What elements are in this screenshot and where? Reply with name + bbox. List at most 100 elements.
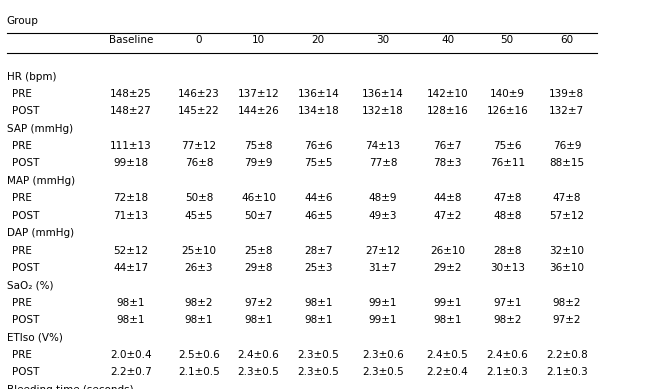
Text: 2.3±0.5: 2.3±0.5 [298,367,339,377]
Text: MAP (mmHg): MAP (mmHg) [7,176,75,186]
Text: 47±2: 47±2 [434,210,461,221]
Text: 76±6: 76±6 [304,141,332,151]
Text: 98±1: 98±1 [304,298,332,308]
Text: POST: POST [12,315,39,325]
Text: 71±13: 71±13 [113,210,149,221]
Text: 75±6: 75±6 [493,141,521,151]
Text: 20: 20 [312,35,325,45]
Text: 44±8: 44±8 [434,193,461,203]
Text: 142±10: 142±10 [427,89,468,99]
Text: 136±14: 136±14 [298,89,339,99]
Text: DAP (mmHg): DAP (mmHg) [7,228,74,238]
Text: 26±10: 26±10 [430,245,465,256]
Text: 50±7: 50±7 [245,210,272,221]
Text: 2.5±0.6: 2.5±0.6 [178,350,219,360]
Text: POST: POST [12,158,39,168]
Text: 99±1: 99±1 [369,298,397,308]
Text: 126±16: 126±16 [487,106,528,116]
Text: 30: 30 [377,35,389,45]
Text: 2.1±0.3: 2.1±0.3 [487,367,528,377]
Text: 25±8: 25±8 [245,245,272,256]
Text: 98±1: 98±1 [117,298,145,308]
Text: PRE: PRE [12,245,32,256]
Text: 30±13: 30±13 [490,263,524,273]
Text: PRE: PRE [12,193,32,203]
Text: 98±1: 98±1 [185,315,213,325]
Text: 75±5: 75±5 [304,158,332,168]
Text: SAP (mmHg): SAP (mmHg) [7,124,73,134]
Text: ETIso (V%): ETIso (V%) [7,333,62,343]
Text: 2.4±0.6: 2.4±0.6 [238,350,279,360]
Text: PRE: PRE [12,298,32,308]
Text: 2.2±0.7: 2.2±0.7 [110,367,152,377]
Text: 139±8: 139±8 [550,89,584,99]
Text: Baseline: Baseline [109,35,153,45]
Text: 77±12: 77±12 [182,141,216,151]
Text: 44±17: 44±17 [113,263,149,273]
Text: 32±10: 32±10 [550,245,584,256]
Text: 25±10: 25±10 [182,245,216,256]
Text: 88±15: 88±15 [550,158,584,168]
Text: 99±18: 99±18 [113,158,149,168]
Text: 98±2: 98±2 [553,298,581,308]
Text: 25±3: 25±3 [304,263,332,273]
Text: 48±8: 48±8 [493,210,521,221]
Text: 57±12: 57±12 [550,210,584,221]
Text: 2.1±0.5: 2.1±0.5 [178,367,219,377]
Text: POST: POST [12,367,39,377]
Text: 27±12: 27±12 [365,245,400,256]
Text: 2.3±0.5: 2.3±0.5 [238,367,279,377]
Text: 10: 10 [252,35,265,45]
Text: 2.3±0.5: 2.3±0.5 [298,350,339,360]
Text: 76±11: 76±11 [490,158,524,168]
Text: 28±7: 28±7 [304,245,332,256]
Text: 97±2: 97±2 [245,298,272,308]
Text: POST: POST [12,263,39,273]
Text: 99±1: 99±1 [434,298,461,308]
Text: 128±16: 128±16 [427,106,468,116]
Text: 144±26: 144±26 [238,106,279,116]
Text: 132±7: 132±7 [550,106,584,116]
Text: 48±9: 48±9 [369,193,397,203]
Text: Bleeding time (seconds): Bleeding time (seconds) [7,385,133,389]
Text: 2.4±0.6: 2.4±0.6 [487,350,528,360]
Text: 28±8: 28±8 [493,245,521,256]
Text: 2.2±0.4: 2.2±0.4 [427,367,468,377]
Text: 50±8: 50±8 [185,193,213,203]
Text: 132±18: 132±18 [362,106,404,116]
Text: 2.3±0.6: 2.3±0.6 [362,350,404,360]
Text: 29±2: 29±2 [434,263,461,273]
Text: 2.4±0.5: 2.4±0.5 [427,350,468,360]
Text: 26±3: 26±3 [185,263,213,273]
Text: 46±5: 46±5 [304,210,332,221]
Text: 79±9: 79±9 [245,158,272,168]
Text: 76±9: 76±9 [553,141,581,151]
Text: SaO₂ (%): SaO₂ (%) [7,280,53,291]
Text: 0: 0 [196,35,202,45]
Text: 52±12: 52±12 [113,245,149,256]
Text: 98±1: 98±1 [245,315,272,325]
Text: PRE: PRE [12,141,32,151]
Text: 2.1±0.3: 2.1±0.3 [546,367,587,377]
Text: 136±14: 136±14 [362,89,404,99]
Text: HR (bpm): HR (bpm) [7,72,56,82]
Text: 98±1: 98±1 [304,315,332,325]
Text: 137±12: 137±12 [238,89,279,99]
Text: 148±27: 148±27 [110,106,152,116]
Text: 146±23: 146±23 [178,89,219,99]
Text: 40: 40 [441,35,454,45]
Text: 148±25: 148±25 [110,89,152,99]
Text: 74±13: 74±13 [365,141,400,151]
Text: 78±3: 78±3 [434,158,461,168]
Text: PRE: PRE [12,350,32,360]
Text: 134±18: 134±18 [298,106,339,116]
Text: 47±8: 47±8 [493,193,521,203]
Text: 2.3±0.5: 2.3±0.5 [362,367,404,377]
Text: 76±8: 76±8 [185,158,213,168]
Text: 145±22: 145±22 [178,106,219,116]
Text: 75±8: 75±8 [245,141,272,151]
Text: 97±2: 97±2 [553,315,581,325]
Text: 60: 60 [560,35,573,45]
Text: 31±7: 31±7 [369,263,397,273]
Text: 98±2: 98±2 [185,298,213,308]
